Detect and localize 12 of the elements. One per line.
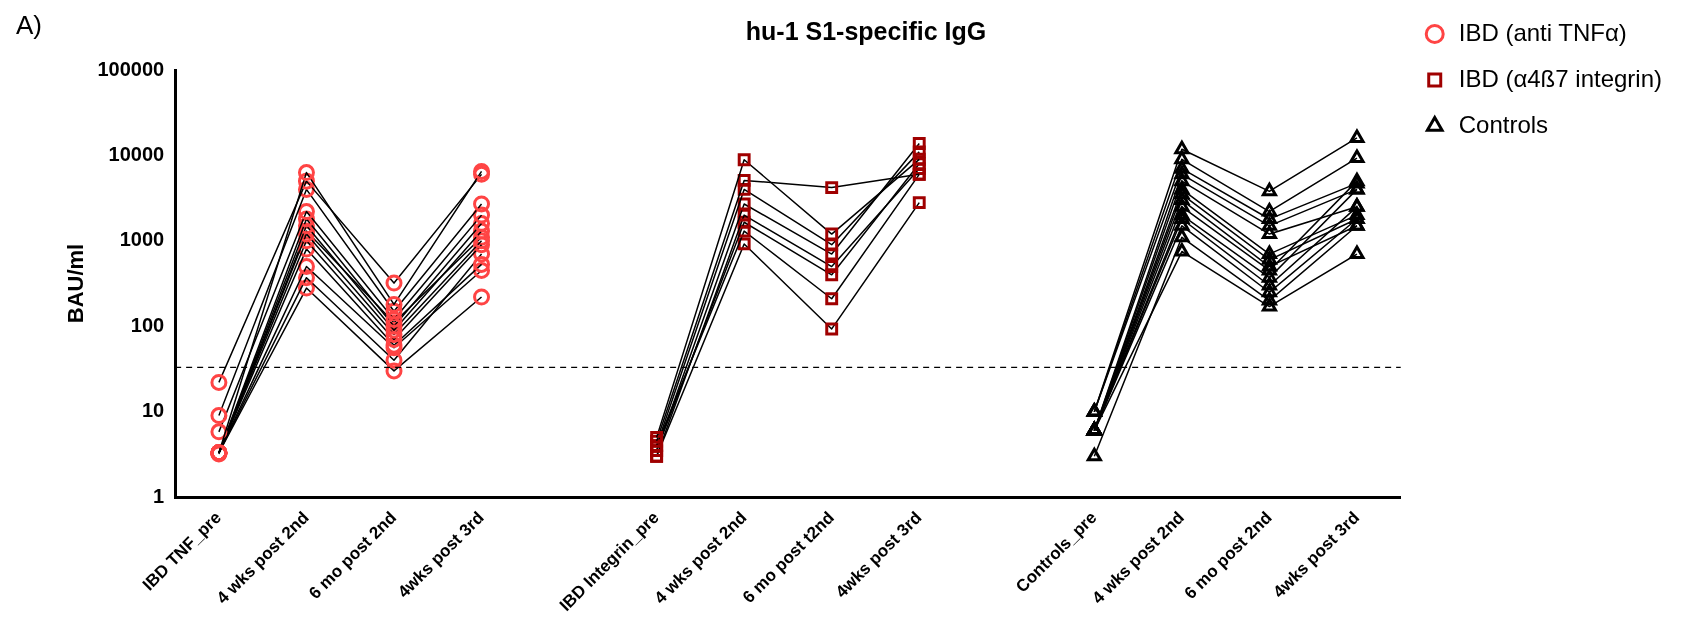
legend-label: IBD (α4ß7 integrin) — [1458, 64, 1663, 92]
legend-label: IBD (anti TNFα) — [1458, 18, 1627, 46]
panel-letter: A) — [16, 10, 42, 41]
y-tick-label: 100000 — [97, 57, 165, 80]
y-tick-label: 10 — [141, 399, 165, 422]
chart-title: hu-1 S1-specific IgG — [745, 16, 987, 45]
legend-label: Controls — [1458, 110, 1549, 138]
y-tick-label: 1 — [153, 484, 165, 507]
y-tick-label: 1000 — [119, 228, 165, 251]
y-axis-title: BAU/ml — [63, 243, 89, 324]
y-tick-label: 10000 — [108, 142, 165, 165]
y-tick-label: 100 — [130, 313, 165, 336]
